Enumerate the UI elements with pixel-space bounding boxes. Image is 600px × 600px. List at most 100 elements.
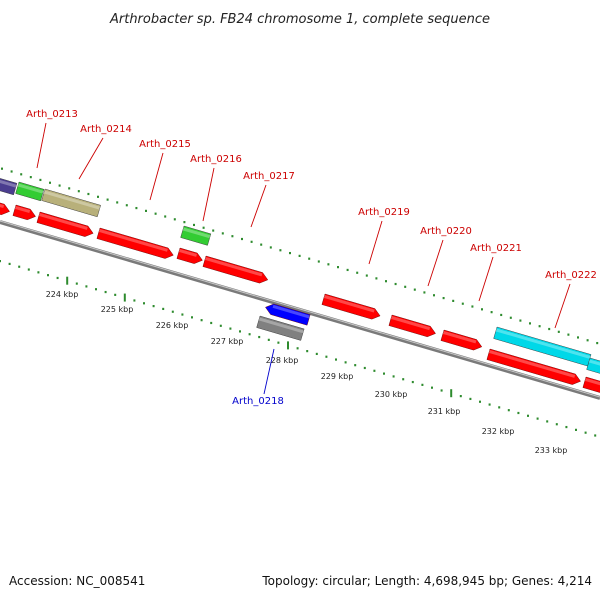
gene-arrow <box>96 227 174 259</box>
gene-label: Arth_0216 <box>190 154 242 165</box>
kbp-label: 230 kbp <box>375 390 408 399</box>
feature-box-shape <box>15 181 45 202</box>
tick-mark <box>354 364 357 367</box>
tick-mark <box>529 322 531 325</box>
tick-mark <box>75 282 78 285</box>
tick-mark <box>548 327 551 331</box>
tick-mark <box>461 302 464 305</box>
gene-label: Arth_0217 <box>243 171 295 182</box>
tick-mark <box>479 400 481 403</box>
tick-mark <box>596 341 599 345</box>
feature-box <box>180 225 212 246</box>
feature-box <box>256 315 305 341</box>
tick-mark <box>39 178 42 182</box>
gene-arrow <box>321 293 381 320</box>
gene-label-leader <box>36 122 47 169</box>
tick-mark <box>210 321 213 325</box>
tick-mark <box>47 274 49 277</box>
tick-mark <box>279 249 282 252</box>
tick-mark <box>411 380 414 384</box>
tick-mark <box>87 192 90 196</box>
tick-mark <box>202 226 205 229</box>
tick-mark <box>154 212 157 215</box>
tick-mark <box>183 221 186 224</box>
tick-mark <box>114 293 117 296</box>
tick-mark <box>20 173 23 176</box>
gene-arrow <box>36 211 94 237</box>
gene-arrow-shape <box>582 376 600 395</box>
tick-mark <box>135 206 138 210</box>
tick-mark <box>555 423 558 426</box>
gene-label-leader <box>202 167 215 222</box>
backbone-highlight <box>0 220 600 398</box>
kbp-label: 228 kbp <box>266 356 299 365</box>
tick-mark <box>123 293 126 302</box>
kbp-label: 226 kbp <box>156 321 189 330</box>
tick-mark <box>413 288 416 291</box>
gene-arrow-shine <box>14 205 31 214</box>
tick-mark <box>229 327 232 330</box>
tick-mark <box>507 409 510 412</box>
gene-arrow-shine <box>442 330 477 344</box>
tick-mark <box>421 383 424 386</box>
gene-arrow-shape <box>96 227 174 259</box>
feature-track <box>0 175 600 376</box>
gene-arrow-shape <box>36 211 94 237</box>
tick-mark <box>584 431 587 434</box>
tick-mark <box>231 235 234 238</box>
gene-label: Arth_0219 <box>358 207 410 218</box>
gene-label: Arth_0213 <box>26 109 78 120</box>
tick-mark <box>536 417 539 420</box>
tick-mark <box>344 361 347 364</box>
tick-mark <box>85 285 88 288</box>
tick-mark <box>68 187 71 190</box>
tick-mark <box>317 260 320 263</box>
tick-mark <box>373 369 376 372</box>
tick-mark <box>66 276 69 285</box>
gene-arrow-shine <box>323 294 375 313</box>
gene-arrow-shape <box>12 204 36 220</box>
gene-label-leader <box>427 239 444 287</box>
gene-label: Arth_0222 <box>545 270 597 281</box>
tick-mark <box>356 271 359 274</box>
feature-box-shape <box>256 315 305 341</box>
tick-mark <box>10 170 13 173</box>
kbp-label: 232 kbp <box>482 427 515 436</box>
gene-label: Arth_0215 <box>139 139 191 150</box>
tick-mark <box>56 276 59 280</box>
gene-label-leader <box>250 184 267 228</box>
tick-mark <box>145 209 147 212</box>
gene-label-leader <box>149 152 164 201</box>
feature-box <box>0 175 18 196</box>
gene-labels: Arth_0213Arth_0214Arth_0215Arth_0216Arth… <box>26 109 597 407</box>
backbone-line <box>0 220 600 400</box>
tick-mark <box>306 350 309 353</box>
tick-mark <box>394 282 397 286</box>
feature-box-shape <box>0 175 18 196</box>
tick-mark <box>104 290 107 294</box>
tick-mark <box>95 288 97 291</box>
tick-mark <box>193 223 195 227</box>
gene-arrow-shine <box>178 248 197 257</box>
gene-arrow-shape <box>321 293 381 320</box>
tick-mark <box>346 268 349 272</box>
gene-arrow <box>265 303 311 326</box>
gene-arrow-shine <box>272 304 310 319</box>
tick-mark <box>296 347 299 350</box>
tick-mark <box>363 366 366 370</box>
tick-mark <box>143 302 145 305</box>
tick-mark <box>162 307 165 311</box>
gene-label-leader <box>78 137 104 180</box>
tick-mark <box>239 330 241 333</box>
tick-mark <box>49 181 51 184</box>
tick-mark <box>219 324 222 327</box>
gene-label-leader <box>368 220 383 265</box>
tick-mark <box>509 316 512 319</box>
tick-mark <box>0 260 1 263</box>
feature-box-shine <box>588 359 600 368</box>
gene-arrow-shape <box>265 303 311 326</box>
feature-box <box>15 181 45 202</box>
gene-arrow <box>440 329 483 351</box>
gene-arrow-shape <box>486 348 581 385</box>
